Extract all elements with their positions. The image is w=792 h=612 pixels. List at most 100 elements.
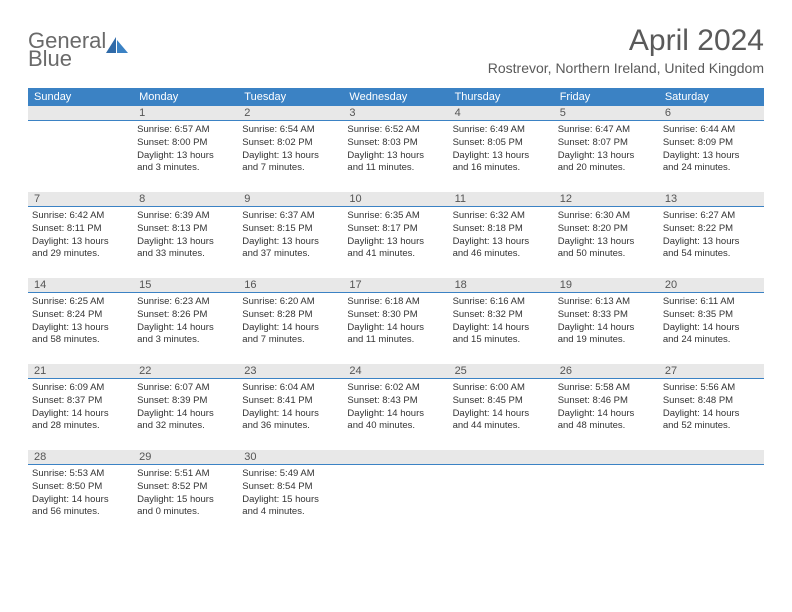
day-details: Sunrise: 6:20 AMSunset: 8:28 PMDaylight:… [238, 293, 343, 347]
month-title: April 2024 [488, 24, 764, 58]
day-detail-line: and 24 minutes. [663, 334, 760, 347]
calendar-day-cell: 15Sunrise: 6:23 AMSunset: 8:26 PMDayligh… [133, 278, 238, 364]
day-number: 30 [238, 450, 343, 465]
calendar-day-cell: 1Sunrise: 6:57 AMSunset: 8:00 PMDaylight… [133, 106, 238, 192]
day-details: Sunrise: 6:49 AMSunset: 8:05 PMDaylight:… [449, 121, 554, 175]
day-number: 25 [449, 364, 554, 379]
day-detail-line: Daylight: 14 hours [242, 322, 339, 335]
day-details: Sunrise: 6:23 AMSunset: 8:26 PMDaylight:… [133, 293, 238, 347]
day-details: Sunrise: 6:07 AMSunset: 8:39 PMDaylight:… [133, 379, 238, 433]
day-details: Sunrise: 6:27 AMSunset: 8:22 PMDaylight:… [659, 207, 764, 261]
brand-logo: General Blue [28, 30, 128, 70]
day-number [449, 450, 554, 465]
day-detail-line: Daylight: 14 hours [663, 408, 760, 421]
day-detail-line: Sunrise: 6:13 AM [558, 296, 655, 309]
calendar-day-cell: 2Sunrise: 6:54 AMSunset: 8:02 PMDaylight… [238, 106, 343, 192]
day-number: 23 [238, 364, 343, 379]
calendar-day-cell [659, 450, 764, 536]
day-detail-line: and 50 minutes. [558, 248, 655, 261]
day-detail-line: Daylight: 13 hours [347, 150, 444, 163]
day-detail-line: Daylight: 14 hours [453, 322, 550, 335]
day-detail-line: Sunset: 8:28 PM [242, 309, 339, 322]
day-detail-line: and 0 minutes. [137, 506, 234, 519]
day-detail-line: Sunrise: 6:52 AM [347, 124, 444, 137]
day-number: 20 [659, 278, 764, 293]
calendar-day-cell: 26Sunrise: 5:58 AMSunset: 8:46 PMDayligh… [554, 364, 659, 450]
weekday-header: Monday [133, 88, 238, 106]
day-details: Sunrise: 6:25 AMSunset: 8:24 PMDaylight:… [28, 293, 133, 347]
day-detail-line: Sunset: 8:24 PM [32, 309, 129, 322]
calendar-day-cell: 22Sunrise: 6:07 AMSunset: 8:39 PMDayligh… [133, 364, 238, 450]
day-detail-line: Daylight: 14 hours [663, 322, 760, 335]
day-detail-line: Sunset: 8:46 PM [558, 395, 655, 408]
day-number: 19 [554, 278, 659, 293]
calendar-day-cell [554, 450, 659, 536]
day-detail-line: Sunset: 8:05 PM [453, 137, 550, 150]
day-detail-line: Sunset: 8:00 PM [137, 137, 234, 150]
day-detail-line: and 54 minutes. [663, 248, 760, 261]
day-detail-line: Sunrise: 6:47 AM [558, 124, 655, 137]
day-number: 4 [449, 106, 554, 121]
day-details: Sunrise: 6:52 AMSunset: 8:03 PMDaylight:… [343, 121, 448, 175]
calendar-day-cell: 25Sunrise: 6:00 AMSunset: 8:45 PMDayligh… [449, 364, 554, 450]
calendar-week-row: 7Sunrise: 6:42 AMSunset: 8:11 PMDaylight… [28, 192, 764, 278]
day-detail-line: Sunrise: 5:53 AM [32, 468, 129, 481]
calendar-day-cell: 27Sunrise: 5:56 AMSunset: 8:48 PMDayligh… [659, 364, 764, 450]
day-detail-line: Daylight: 14 hours [242, 408, 339, 421]
calendar-day-cell: 3Sunrise: 6:52 AMSunset: 8:03 PMDaylight… [343, 106, 448, 192]
day-detail-line: Sunset: 8:30 PM [347, 309, 444, 322]
day-detail-line: Sunrise: 6:04 AM [242, 382, 339, 395]
day-detail-line: Sunrise: 6:11 AM [663, 296, 760, 309]
location-subtitle: Rostrevor, Northern Ireland, United King… [488, 60, 764, 76]
day-number: 21 [28, 364, 133, 379]
day-number: 8 [133, 192, 238, 207]
day-detail-line: Sunrise: 6:23 AM [137, 296, 234, 309]
day-number: 12 [554, 192, 659, 207]
day-detail-line: Daylight: 13 hours [137, 150, 234, 163]
day-detail-line: Daylight: 14 hours [347, 322, 444, 335]
day-detail-line: Sunset: 8:20 PM [558, 223, 655, 236]
day-number: 15 [133, 278, 238, 293]
day-number: 29 [133, 450, 238, 465]
day-details: Sunrise: 6:30 AMSunset: 8:20 PMDaylight:… [554, 207, 659, 261]
weekday-header: Friday [554, 88, 659, 106]
day-detail-line: Sunrise: 6:32 AM [453, 210, 550, 223]
day-detail-line: Daylight: 13 hours [453, 150, 550, 163]
day-number: 26 [554, 364, 659, 379]
day-detail-line: and 11 minutes. [347, 162, 444, 175]
weekday-header: Saturday [659, 88, 764, 106]
day-detail-line: Sunrise: 6:39 AM [137, 210, 234, 223]
calendar-day-cell: 9Sunrise: 6:37 AMSunset: 8:15 PMDaylight… [238, 192, 343, 278]
title-block: April 2024 Rostrevor, Northern Ireland, … [488, 24, 764, 76]
day-detail-line: and 3 minutes. [137, 334, 234, 347]
day-detail-line: Sunrise: 5:58 AM [558, 382, 655, 395]
day-detail-line: Sunrise: 6:20 AM [242, 296, 339, 309]
calendar-day-cell: 19Sunrise: 6:13 AMSunset: 8:33 PMDayligh… [554, 278, 659, 364]
day-detail-line: Daylight: 14 hours [347, 408, 444, 421]
day-detail-line: Daylight: 14 hours [137, 408, 234, 421]
day-detail-line: Sunset: 8:15 PM [242, 223, 339, 236]
day-detail-line: and 58 minutes. [32, 334, 129, 347]
day-detail-line: and 29 minutes. [32, 248, 129, 261]
day-detail-line: Sunrise: 6:09 AM [32, 382, 129, 395]
calendar-day-cell: 24Sunrise: 6:02 AMSunset: 8:43 PMDayligh… [343, 364, 448, 450]
calendar-week-row: 21Sunrise: 6:09 AMSunset: 8:37 PMDayligh… [28, 364, 764, 450]
weekday-header: Sunday [28, 88, 133, 106]
calendar-day-cell: 28Sunrise: 5:53 AMSunset: 8:50 PMDayligh… [28, 450, 133, 536]
day-detail-line: Sunset: 8:45 PM [453, 395, 550, 408]
day-detail-line: Daylight: 13 hours [663, 150, 760, 163]
calendar-day-cell: 12Sunrise: 6:30 AMSunset: 8:20 PMDayligh… [554, 192, 659, 278]
day-detail-line: Sunrise: 6:42 AM [32, 210, 129, 223]
weekday-header: Tuesday [238, 88, 343, 106]
day-detail-line: Sunset: 8:11 PM [32, 223, 129, 236]
day-details: Sunrise: 6:39 AMSunset: 8:13 PMDaylight:… [133, 207, 238, 261]
calendar-day-cell: 7Sunrise: 6:42 AMSunset: 8:11 PMDaylight… [28, 192, 133, 278]
weekday-header: Wednesday [343, 88, 448, 106]
day-number [659, 450, 764, 465]
calendar-body: 1Sunrise: 6:57 AMSunset: 8:00 PMDaylight… [28, 106, 764, 536]
day-detail-line: Sunrise: 6:16 AM [453, 296, 550, 309]
day-detail-line: Sunrise: 6:57 AM [137, 124, 234, 137]
day-detail-line: Sunset: 8:39 PM [137, 395, 234, 408]
day-number: 6 [659, 106, 764, 121]
day-details: Sunrise: 6:04 AMSunset: 8:41 PMDaylight:… [238, 379, 343, 433]
